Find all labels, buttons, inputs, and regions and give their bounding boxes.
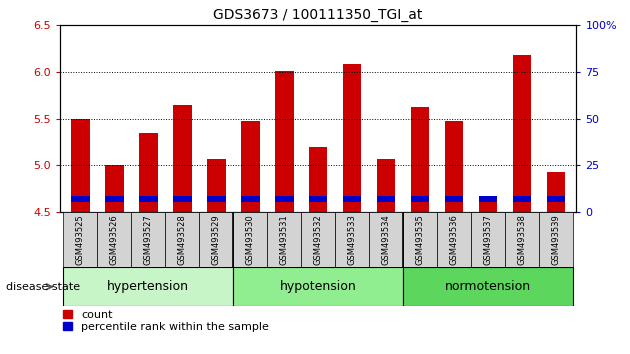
Bar bbox=[241, 121, 260, 212]
Text: GSM493536: GSM493536 bbox=[450, 215, 459, 265]
Bar bbox=[105, 165, 123, 212]
Bar bbox=[97, 212, 131, 267]
Text: GSM493533: GSM493533 bbox=[348, 215, 357, 265]
Text: hypotension: hypotension bbox=[280, 280, 357, 293]
Bar bbox=[445, 196, 464, 202]
Bar bbox=[139, 133, 158, 212]
Bar bbox=[275, 196, 294, 202]
Bar bbox=[233, 212, 267, 267]
Text: GSM493539: GSM493539 bbox=[551, 215, 561, 265]
Bar bbox=[479, 198, 498, 212]
Text: GSM493534: GSM493534 bbox=[382, 215, 391, 265]
Bar bbox=[377, 159, 396, 212]
Bar bbox=[445, 121, 464, 212]
Bar bbox=[479, 196, 498, 202]
Bar bbox=[63, 267, 233, 306]
Bar bbox=[411, 107, 430, 212]
Text: GSM493525: GSM493525 bbox=[76, 215, 85, 265]
Bar bbox=[437, 212, 471, 267]
Bar bbox=[275, 71, 294, 212]
Bar bbox=[513, 196, 532, 202]
Bar bbox=[207, 159, 226, 212]
Bar bbox=[309, 196, 328, 202]
Text: GSM493531: GSM493531 bbox=[280, 215, 289, 265]
Bar bbox=[207, 196, 226, 202]
Bar bbox=[301, 212, 335, 267]
Text: GSM493538: GSM493538 bbox=[518, 215, 527, 265]
Bar bbox=[63, 212, 97, 267]
Bar bbox=[71, 196, 89, 202]
Bar bbox=[547, 172, 565, 212]
Bar bbox=[199, 212, 233, 267]
Bar bbox=[241, 196, 260, 202]
Bar bbox=[547, 196, 565, 202]
Bar bbox=[139, 196, 158, 202]
Text: GSM493535: GSM493535 bbox=[416, 215, 425, 265]
Bar bbox=[403, 212, 437, 267]
Bar bbox=[471, 212, 505, 267]
Text: hypertension: hypertension bbox=[107, 280, 189, 293]
Bar bbox=[105, 196, 123, 202]
Bar bbox=[165, 212, 199, 267]
Bar bbox=[369, 212, 403, 267]
Bar bbox=[267, 212, 301, 267]
Bar bbox=[539, 212, 573, 267]
Bar bbox=[233, 267, 403, 306]
Bar bbox=[505, 212, 539, 267]
Text: GSM493527: GSM493527 bbox=[144, 215, 152, 265]
Bar bbox=[513, 55, 532, 212]
Bar bbox=[343, 64, 362, 212]
Bar bbox=[173, 196, 192, 202]
Bar bbox=[411, 196, 430, 202]
Text: disease state: disease state bbox=[6, 282, 81, 292]
Bar bbox=[403, 267, 573, 306]
Bar bbox=[173, 104, 192, 212]
Text: GSM493526: GSM493526 bbox=[110, 215, 118, 265]
Text: GSM493530: GSM493530 bbox=[246, 215, 255, 265]
Text: GSM493529: GSM493529 bbox=[212, 215, 220, 265]
Text: GSM493528: GSM493528 bbox=[178, 215, 186, 265]
Bar bbox=[71, 119, 89, 212]
Text: GSM493537: GSM493537 bbox=[484, 215, 493, 265]
Bar bbox=[377, 196, 396, 202]
Legend: count, percentile rank within the sample: count, percentile rank within the sample bbox=[61, 307, 271, 334]
Bar bbox=[343, 196, 362, 202]
Bar bbox=[309, 147, 328, 212]
Text: GSM493532: GSM493532 bbox=[314, 215, 323, 265]
Bar bbox=[131, 212, 165, 267]
Text: normotension: normotension bbox=[445, 280, 531, 293]
Title: GDS3673 / 100111350_TGI_at: GDS3673 / 100111350_TGI_at bbox=[214, 8, 423, 22]
Bar bbox=[335, 212, 369, 267]
